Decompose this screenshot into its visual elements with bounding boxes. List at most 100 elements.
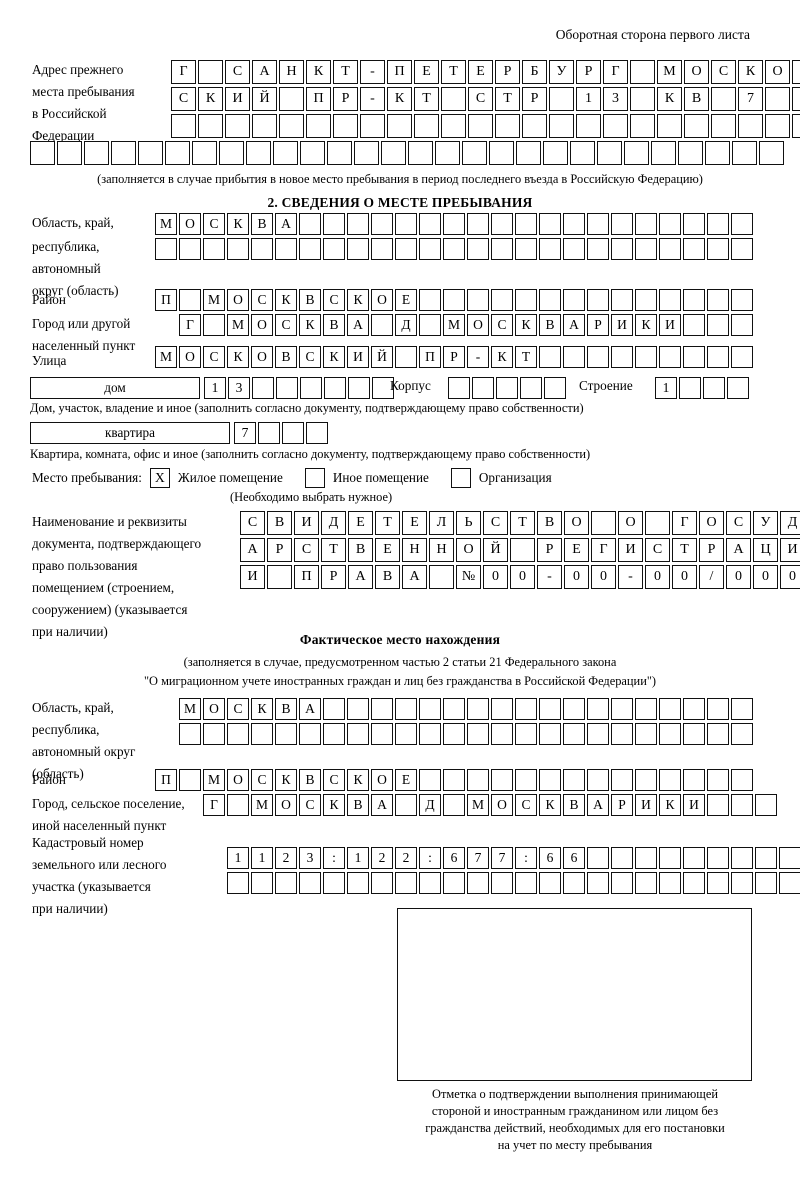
prev-address-row-2-cell-12[interactable]: С xyxy=(468,87,493,111)
actual-region-row-1-cell-16[interactable] xyxy=(539,698,561,720)
street-row-cell-19[interactable] xyxy=(587,346,609,368)
region-row-2-cell-1[interactable] xyxy=(155,238,177,260)
prev-address-row-3-cell-5[interactable] xyxy=(279,114,304,138)
actual-city-row-cell-19[interactable]: И xyxy=(635,794,657,816)
street-row-cell-16[interactable]: Т xyxy=(515,346,537,368)
doc-row-3-cell-2[interactable] xyxy=(267,565,292,589)
city-row-cell-13[interactable]: О xyxy=(467,314,489,336)
house-cells-cell-1[interactable]: 1 xyxy=(204,377,226,399)
doc-row-2-cell-17[interactable]: Т xyxy=(672,538,697,562)
actual-city-row-cell-3[interactable]: М xyxy=(251,794,273,816)
street-row-cell-17[interactable] xyxy=(539,346,561,368)
region-row-1-cell-19[interactable] xyxy=(587,213,609,235)
doc-row-3[interactable]: И П Р А В А № 0 0-0 0-0 0/0 0 0 xyxy=(240,565,800,589)
city-row-cell-21[interactable]: И xyxy=(659,314,681,336)
prev-address-row-4-cell-21[interactable] xyxy=(570,141,595,165)
region-row-2-cell-9[interactable] xyxy=(347,238,369,260)
district-row-cell-25[interactable] xyxy=(731,289,753,311)
region-row-2-cell-19[interactable] xyxy=(587,238,609,260)
city-row-cell-2[interactable] xyxy=(203,314,225,336)
region-row-2-cell-22[interactable] xyxy=(659,238,681,260)
actual-city-row-cell-13[interactable]: О xyxy=(491,794,513,816)
actual-district-row-cell-15[interactable] xyxy=(491,769,513,791)
prev-address-row-2-cell-10[interactable]: Т xyxy=(414,87,439,111)
actual-city-row-cell-8[interactable]: А xyxy=(371,794,393,816)
region-row-1-cell-17[interactable] xyxy=(539,213,561,235)
cadastral-row-2-cell-22[interactable] xyxy=(731,872,753,894)
prev-address-row-4-cell-16[interactable] xyxy=(435,141,460,165)
region-row-1-cell-21[interactable] xyxy=(635,213,657,235)
prev-address-row-2-cell-14[interactable]: Р xyxy=(522,87,547,111)
doc-row-3-cell-21[interactable]: 0 xyxy=(780,565,800,589)
street-row-cell-14[interactable]: - xyxy=(467,346,489,368)
street-row-cell-18[interactable] xyxy=(563,346,585,368)
stroenie-cells-cell-4[interactable] xyxy=(727,377,749,399)
actual-region-row-1-cell-5[interactable]: В xyxy=(275,698,297,720)
prev-address-row-3-cell-14[interactable] xyxy=(522,114,547,138)
region-row-2-cell-13[interactable] xyxy=(443,238,465,260)
house-cells-cell-3[interactable] xyxy=(252,377,274,399)
actual-region-row-2[interactable] xyxy=(179,723,753,745)
stroenie-cells-cell-3[interactable] xyxy=(703,377,725,399)
actual-district-row-cell-2[interactable] xyxy=(179,769,201,791)
prev-address-row-2-cell-23[interactable] xyxy=(765,87,790,111)
korpus-cells[interactable] xyxy=(448,377,566,399)
prev-address-row-1-cell-8[interactable]: - xyxy=(360,60,385,84)
doc-row-1-cell-18[interactable]: О xyxy=(699,511,724,535)
cadastral-row-2-cell-15[interactable] xyxy=(563,872,585,894)
actual-city-row-cell-5[interactable]: С xyxy=(299,794,321,816)
district-row-cell-21[interactable] xyxy=(635,289,657,311)
district-row-cell-6[interactable]: К xyxy=(275,289,297,311)
actual-region-row-1-cell-7[interactable] xyxy=(323,698,345,720)
street-row-cell-9[interactable]: И xyxy=(347,346,369,368)
doc-row-1-cell-13[interactable]: О xyxy=(564,511,589,535)
actual-region-row-1-cell-12[interactable] xyxy=(443,698,465,720)
prev-address-row-3-cell-20[interactable] xyxy=(684,114,709,138)
city-row-cell-5[interactable]: С xyxy=(275,314,297,336)
doc-row-3-cell-20[interactable]: 0 xyxy=(753,565,778,589)
cadastral-row-2-cell-4[interactable] xyxy=(299,872,321,894)
prev-address-row-4-cell-15[interactable] xyxy=(408,141,433,165)
actual-region-row-2-cell-3[interactable] xyxy=(227,723,249,745)
prev-address-row-4-cell-9[interactable] xyxy=(246,141,271,165)
prev-address-row-3-cell-2[interactable] xyxy=(198,114,223,138)
district-row-cell-10[interactable]: О xyxy=(371,289,393,311)
prev-address-row-4-cell-28[interactable] xyxy=(759,141,784,165)
actual-region-row-2-cell-2[interactable] xyxy=(203,723,225,745)
prev-address-row-2-cell-24[interactable] xyxy=(792,87,800,111)
actual-region-row-1-cell-10[interactable] xyxy=(395,698,417,720)
actual-city-row-cell-9[interactable] xyxy=(395,794,417,816)
prev-address-row-4-cell-6[interactable] xyxy=(165,141,190,165)
actual-district-row-cell-8[interactable]: С xyxy=(323,769,345,791)
doc-row-2-cell-19[interactable]: А xyxy=(726,538,751,562)
actual-district-row-cell-12[interactable] xyxy=(419,769,441,791)
region-row-1-cell-23[interactable] xyxy=(683,213,705,235)
cadastral-row-2-cell-9[interactable] xyxy=(419,872,441,894)
doc-row-1-cell-5[interactable]: Е xyxy=(348,511,373,535)
actual-district-row-cell-21[interactable] xyxy=(635,769,657,791)
region-row-1-cell-2[interactable]: О xyxy=(179,213,201,235)
street-row-cell-20[interactable] xyxy=(611,346,633,368)
city-row-cell-1[interactable]: Г xyxy=(179,314,201,336)
cadastral-row-1-cell-10[interactable]: 6 xyxy=(443,847,465,869)
doc-row-3-cell-4[interactable]: Р xyxy=(321,565,346,589)
actual-city-row-cell-24[interactable] xyxy=(755,794,777,816)
doc-row-2-cell-4[interactable]: Т xyxy=(321,538,346,562)
prev-address-row-1-cell-16[interactable]: Р xyxy=(576,60,601,84)
district-row-cell-17[interactable] xyxy=(539,289,561,311)
region-row-2-cell-16[interactable] xyxy=(515,238,537,260)
cadastral-row-1-cell-2[interactable]: 1 xyxy=(251,847,273,869)
house-cells-cell-5[interactable] xyxy=(300,377,322,399)
cadastral-row-2-cell-2[interactable] xyxy=(251,872,273,894)
actual-region-row-1-cell-24[interactable] xyxy=(731,698,753,720)
prev-address-row-2-cell-8[interactable]: - xyxy=(360,87,385,111)
doc-row-2-cell-10[interactable]: Й xyxy=(483,538,508,562)
city-row-cell-19[interactable]: И xyxy=(611,314,633,336)
cadastral-row-1-cell-7[interactable]: 2 xyxy=(371,847,393,869)
prev-address-row-1-cell-23[interactable]: О xyxy=(765,60,790,84)
actual-region-row-2-cell-20[interactable] xyxy=(635,723,657,745)
